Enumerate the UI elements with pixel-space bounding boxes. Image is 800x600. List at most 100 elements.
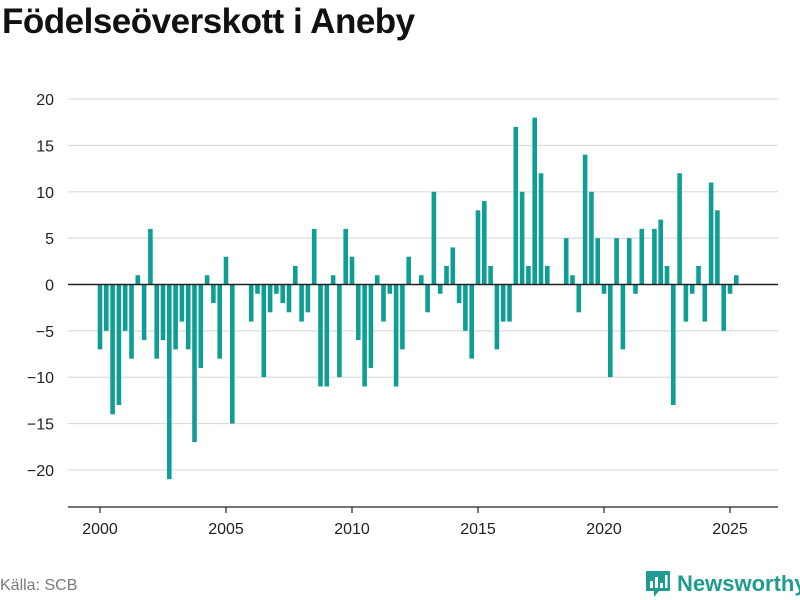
- bar: [494, 284, 500, 350]
- bar: [639, 228, 645, 285]
- bar: [626, 238, 632, 285]
- y-tick-label: −10: [27, 370, 54, 387]
- bar: [526, 265, 531, 285]
- bar: [393, 284, 399, 387]
- bar: [167, 284, 172, 480]
- bar: [110, 284, 115, 415]
- bar: [349, 256, 355, 285]
- bar: [614, 238, 619, 285]
- bar: [475, 210, 481, 285]
- bar: [576, 284, 582, 313]
- bar: [450, 247, 456, 285]
- y-tick-label: −5: [36, 324, 54, 341]
- bar: [519, 191, 525, 285]
- x-axis: 2000 2005 2010 2015 2020 2025: [68, 506, 778, 538]
- bar: [280, 284, 285, 304]
- bar: [305, 284, 311, 313]
- bar: [456, 284, 462, 304]
- bar: [116, 284, 122, 406]
- bar: [671, 284, 676, 406]
- bar: [482, 201, 487, 285]
- bar: [223, 256, 229, 285]
- bar: [230, 284, 235, 424]
- bar: [330, 275, 336, 285]
- bar: [97, 284, 103, 350]
- bar: [633, 284, 638, 294]
- bar: [192, 284, 197, 443]
- bar: [129, 284, 134, 359]
- brand-logo: Newsworthy: [645, 569, 800, 599]
- bar: [217, 284, 222, 359]
- bar: [173, 284, 178, 350]
- x-tick-label: 2020: [586, 521, 622, 538]
- bar: [507, 284, 512, 322]
- bar: [160, 284, 166, 341]
- bar: [293, 265, 298, 285]
- bar: [135, 275, 141, 285]
- bar: [608, 284, 613, 378]
- bar: [248, 284, 254, 322]
- bar: [652, 228, 657, 285]
- bar: [437, 284, 443, 294]
- bar: [425, 284, 430, 313]
- bar: [122, 284, 128, 331]
- bar: [318, 284, 323, 387]
- bar: [343, 228, 348, 285]
- bar: [538, 173, 544, 285]
- bar: [689, 284, 695, 294]
- bar: [582, 154, 588, 285]
- bar: [267, 284, 273, 313]
- bar: [702, 284, 708, 322]
- bar: [255, 284, 260, 294]
- bar: [154, 284, 159, 359]
- brand-name: Newsworthy: [677, 571, 800, 596]
- bar: [696, 265, 701, 285]
- bar: [406, 256, 411, 285]
- bar: [198, 284, 204, 368]
- bar: [469, 284, 474, 359]
- source-note: Källa: SCB: [0, 577, 78, 594]
- bar: [286, 284, 292, 313]
- bar: [337, 284, 342, 378]
- bar: [715, 210, 720, 285]
- page-title: Födelseöverskott i Aneby: [2, 2, 415, 41]
- y-tick-label: 15: [36, 138, 54, 155]
- bar: [368, 284, 374, 368]
- bar: [595, 238, 600, 285]
- bar: [589, 191, 594, 285]
- bar-chart-logo-icon: [646, 571, 670, 597]
- bar: [356, 284, 361, 341]
- bar: [532, 117, 537, 285]
- bar: [563, 238, 569, 285]
- x-tick-label: 2000: [82, 521, 118, 538]
- bar: [299, 284, 304, 322]
- bar: [664, 265, 670, 285]
- y-tick-label: −20: [27, 463, 54, 480]
- y-tick-label: 10: [36, 185, 54, 202]
- bar: [721, 284, 726, 331]
- bar: [185, 284, 191, 350]
- bar: [658, 219, 663, 285]
- bar: [601, 284, 607, 294]
- bar: [727, 284, 733, 294]
- bar: [324, 284, 330, 387]
- bar: [141, 284, 147, 341]
- bar: [362, 284, 367, 387]
- bar: [381, 284, 386, 322]
- bar: [570, 275, 575, 285]
- bar: [274, 284, 279, 294]
- y-tick-label: 5: [45, 231, 54, 248]
- bar: [683, 284, 689, 322]
- bar: [708, 182, 714, 285]
- bar: [500, 284, 506, 322]
- bar: [620, 284, 626, 350]
- bar: [374, 275, 380, 285]
- x-tick-label: 2015: [460, 521, 496, 538]
- bar: [419, 275, 424, 285]
- y-axis: −20 −15 −10 −5 0 5 10 15 20: [27, 92, 54, 480]
- bar: [179, 284, 185, 322]
- bar: [431, 191, 437, 285]
- y-tick-label: 0: [45, 278, 54, 295]
- bar: [211, 284, 216, 304]
